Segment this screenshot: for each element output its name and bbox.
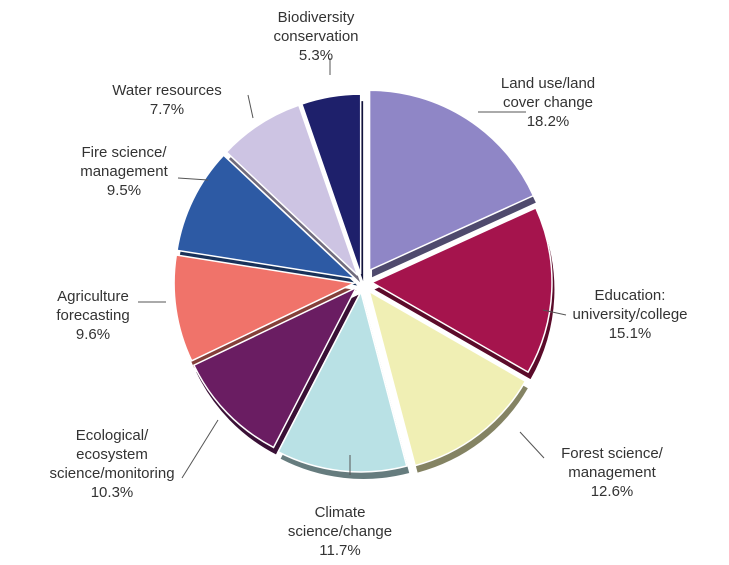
slice-label-line: Land use/land: [501, 75, 595, 92]
slice-value-label: 7.7%: [150, 101, 184, 118]
slice-label-line: Education:: [595, 287, 666, 304]
slice-label-line: Climate: [315, 504, 366, 521]
slice-value-label: 12.6%: [591, 483, 634, 500]
leader-line: [181, 419, 219, 479]
slice-label: Fire science/management 9.5%: [80, 144, 168, 199]
slice-label-line: ecosystem: [76, 446, 148, 463]
slice-label: Climate science/change 11.7%: [288, 504, 392, 559]
pie-slice: [370, 206, 553, 374]
slice-label: Agriculture forecasting 9.6%: [56, 288, 129, 343]
pie-slice: [225, 104, 359, 276]
slice-label-line: Agriculture: [57, 288, 129, 305]
leader-line: [177, 177, 209, 181]
slice-label: Education: university/college 15.1%: [572, 287, 687, 342]
slice-label-line: forecasting: [56, 307, 129, 324]
slice-value-label: 5.3%: [299, 47, 333, 64]
pie-slice: [368, 89, 535, 272]
pie-slice: [176, 154, 358, 280]
slice-label-line: cover change: [503, 94, 593, 111]
slice-value-label: 9.6%: [76, 326, 110, 343]
slice-value-label: 10.3%: [91, 484, 134, 501]
pie-slice: [300, 93, 362, 275]
leader-line: [519, 431, 545, 459]
slice-value-label: 9.5%: [107, 182, 141, 199]
pie-slice: [192, 285, 358, 449]
slice-label-line: Ecological/: [76, 427, 149, 444]
slice-label-line: Fire science/: [81, 144, 167, 161]
slice-label-line: Forest science/: [561, 445, 664, 462]
pie-slice: [173, 254, 357, 362]
slice-label: Land use/land cover change 18.2%: [501, 75, 595, 130]
leader-line: [542, 309, 567, 316]
slice-label: Ecological/ecosystem science/monitoring 10…: [49, 427, 174, 501]
slice-label-line: Water resources: [112, 82, 221, 99]
slice-label-line: conservation: [273, 28, 358, 45]
pie-slice: [368, 289, 527, 467]
slice-label: Biodiversity conservation 5.3%: [273, 9, 358, 64]
slice-label-line: science/change: [288, 523, 392, 540]
slice-label-line: management: [80, 163, 168, 180]
slice-label-line: science/monitoring: [49, 465, 174, 482]
slice-labels: Land use/land cover change 18.2% Education:…: [49, 9, 687, 559]
pie-slices: [173, 89, 553, 473]
leader-line: [247, 94, 254, 119]
slice-label-line: Biodiversity: [278, 9, 355, 26]
leader-lines: [138, 58, 567, 479]
slice-value-label: 11.7%: [319, 542, 360, 559]
slice-value-label: 18.2%: [527, 113, 570, 130]
slice-label: Water resources 7.7%: [112, 82, 221, 118]
slice-value-label: 15.1%: [609, 325, 652, 342]
slice-label-line: university/college: [572, 306, 687, 323]
pie-slice: [277, 289, 408, 473]
slice-label: Forest science/management 12.6%: [561, 445, 664, 500]
slice-label-line: management: [568, 464, 656, 481]
